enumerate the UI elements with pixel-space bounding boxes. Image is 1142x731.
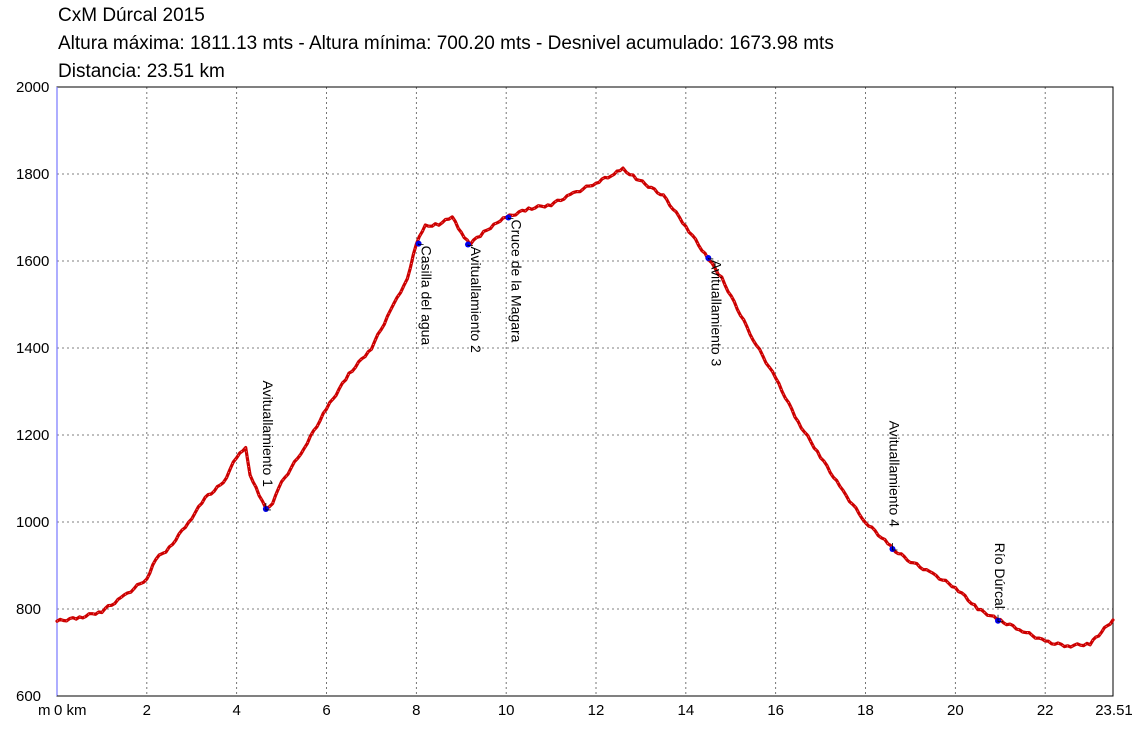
waypoint-annotation: Avituallamiento 4 <box>886 421 902 552</box>
y-unit-label: m <box>38 702 51 719</box>
waypoint-leader <box>418 243 424 246</box>
x-tick-label: 14 <box>677 702 694 719</box>
waypoint-leader <box>997 620 1004 623</box>
x-tick-label: 4 <box>232 702 240 719</box>
x-tick-label: 2 <box>143 702 151 719</box>
waypoint-annotation: Casilla del agua <box>415 240 435 346</box>
chart-title: CxM Dúrcal 2015 <box>58 5 205 26</box>
elevation-line-highlight <box>56 167 1114 648</box>
waypoint-label: Casilla del agua <box>419 246 435 346</box>
x-tick-label: 20 <box>947 702 964 719</box>
waypoint-leader <box>707 257 714 260</box>
annotation-layer: Avituallamiento 1 Casilla del agua Avitual… <box>260 214 1008 624</box>
x-tick-label: 22 <box>1037 702 1054 719</box>
waypoint-label: Avituallamiento 2 <box>468 246 484 353</box>
chart-stats: Altura máxima: 1811.13 mts - Altura míni… <box>58 33 834 54</box>
x-tick-label: 16 <box>767 702 784 719</box>
waypoint-label: Avituallamiento 1 <box>260 381 276 488</box>
waypoint-leader <box>467 244 473 246</box>
x-tick-label: 0 km <box>54 702 87 719</box>
axis-layer <box>56 86 1114 697</box>
waypoint-label: Avituallamiento 4 <box>886 421 902 528</box>
waypoint-annotation: Avituallamiento 2 <box>464 241 484 353</box>
waypoint-annotation: Avituallamiento 3 <box>705 254 724 367</box>
chart-header: CxM Dúrcal 2015 Altura máxima: 1811.13 m… <box>58 2 834 86</box>
grid-layer <box>57 87 1113 696</box>
waypoint-leader <box>508 217 514 219</box>
waypoint-leader <box>265 508 271 511</box>
x-tick-label: 23.51 <box>1095 702 1133 719</box>
x-tick-label: 18 <box>857 702 874 719</box>
waypoint-leader <box>892 548 898 551</box>
waypoint-label: Avituallamiento 3 <box>708 260 724 367</box>
elevation-line <box>55 166 1115 649</box>
y-tick-label: 1000 <box>16 514 49 531</box>
waypoint-label: Río Dúrcal <box>992 543 1008 609</box>
y-tick-label: 2000 <box>16 79 49 96</box>
x-tick-label: 6 <box>322 702 330 719</box>
waypoint-annotation: Río Dúrcal <box>992 543 1008 624</box>
x-tick-label: 12 <box>588 702 605 719</box>
profile-layer <box>55 166 1115 649</box>
waypoint-annotation: Avituallamiento 1 <box>260 381 276 512</box>
y-tick-label: 1200 <box>16 427 49 444</box>
chart-distance: Distancia: 23.51 km <box>58 61 225 82</box>
y-tick-label: 800 <box>16 601 41 618</box>
y-tick-label: 600 <box>16 688 41 705</box>
x-tick-label: 10 <box>498 702 515 719</box>
y-tick-label: 1800 <box>16 166 49 183</box>
x-tick-label: 8 <box>412 702 420 719</box>
plot-frame <box>56 86 1114 697</box>
waypoint-annotation: Cruce de la Magara <box>505 214 524 343</box>
y-tick-label: 1400 <box>16 340 49 357</box>
y-tick-label: 1600 <box>16 253 49 270</box>
waypoint-label: Cruce de la Magara <box>508 220 524 343</box>
